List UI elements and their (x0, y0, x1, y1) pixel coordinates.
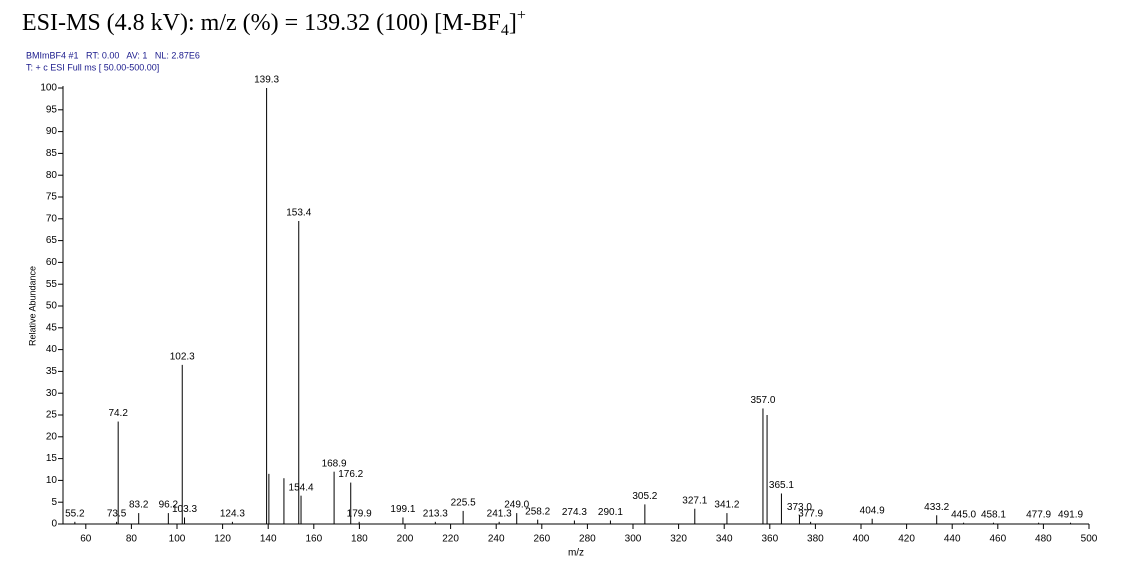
peak-label: 139.3 (254, 75, 279, 86)
x-tick-label: 400 (853, 534, 870, 545)
x-tick-label: 380 (807, 534, 824, 545)
peak-label: 477.9 (1026, 509, 1051, 520)
y-tick-label: 95 (46, 104, 58, 115)
y-tick-label: 40 (46, 344, 58, 355)
peak-label: 199.1 (390, 504, 415, 515)
x-axis-label: m/z (568, 548, 584, 559)
y-tick-label: 10 (46, 475, 58, 486)
y-tick-label: 15 (46, 453, 58, 464)
title-main: ESI-MS (4.8 kV): m/z (%) = 139.32 (100) … (22, 10, 501, 36)
peak-label: 55.2 (65, 508, 85, 519)
peak-label: 445.0 (951, 509, 976, 520)
peak-label: 377.9 (798, 508, 823, 519)
y-tick-label: 85 (46, 148, 58, 159)
y-tick-label: 5 (51, 497, 57, 508)
peak-label: 458.1 (981, 509, 1006, 520)
peak-label: 96.2 (159, 500, 179, 511)
peak-label: 341.2 (714, 500, 739, 511)
x-tick-label: 100 (169, 534, 186, 545)
peak-label: 73.5 (107, 508, 127, 519)
x-tick-label: 320 (670, 534, 687, 545)
peak-label: 365.1 (769, 480, 794, 491)
y-tick-label: 80 (46, 170, 58, 181)
peak-label: 491.9 (1058, 509, 1083, 520)
peak-label: 258.2 (525, 506, 550, 517)
y-tick-label: 35 (46, 366, 58, 377)
peak-label: 305.2 (632, 491, 657, 502)
x-tick-label: 260 (533, 534, 550, 545)
peak-label: 274.3 (562, 507, 587, 518)
title-superscript: + (517, 7, 526, 24)
y-tick-label: 100 (40, 83, 57, 94)
x-tick-label: 300 (625, 534, 642, 545)
x-tick-label: 180 (351, 534, 368, 545)
peak-label: 213.3 (423, 508, 448, 519)
x-tick-label: 140 (260, 534, 277, 545)
y-axis-label: Relative Abundance (27, 266, 37, 346)
y-tick-label: 25 (46, 410, 58, 421)
y-tick-label: 65 (46, 235, 58, 246)
peak-label: 176.2 (338, 469, 363, 480)
peak-label: 74.2 (108, 408, 128, 419)
peak-label: 404.9 (860, 505, 885, 516)
x-tick-label: 340 (716, 534, 733, 545)
header-line: BMImBF4 #1 RT: 0.00 AV: 1 NL: 2.87E6 (26, 50, 200, 60)
peak-label: 290.1 (598, 507, 623, 518)
peak-label: 433.2 (924, 502, 949, 513)
x-tick-label: 160 (305, 534, 322, 545)
header-line: T: + c ESI Full ms [ 50.00-500.00] (26, 62, 159, 72)
y-tick-label: 60 (46, 257, 58, 268)
x-tick-label: 220 (442, 534, 459, 545)
x-tick-label: 240 (488, 534, 505, 545)
y-tick-label: 75 (46, 192, 58, 203)
title-close: ] (509, 10, 517, 36)
peak-label: 327.1 (682, 495, 707, 506)
peak-label: 153.4 (286, 208, 311, 219)
y-tick-label: 20 (46, 431, 58, 442)
peak-label: 241.3 (487, 508, 512, 519)
title-subscript: 4 (501, 22, 509, 39)
x-tick-label: 420 (898, 534, 915, 545)
y-tick-label: 70 (46, 213, 58, 224)
y-tick-label: 0 (51, 519, 57, 530)
peak-label: 357.0 (750, 395, 775, 406)
peak-label: 154.4 (289, 482, 314, 493)
x-tick-label: 80 (126, 534, 138, 545)
peak-label: 103.3 (172, 504, 197, 515)
peak-label: 124.3 (220, 508, 245, 519)
peak-label: 373.0 (787, 502, 812, 513)
y-tick-label: 90 (46, 126, 58, 137)
peak-label: 225.5 (451, 498, 476, 509)
y-tick-label: 30 (46, 388, 58, 399)
y-tick-label: 50 (46, 301, 58, 312)
x-tick-label: 60 (80, 534, 92, 545)
x-tick-label: 360 (761, 534, 778, 545)
peak-label: 83.2 (129, 500, 149, 511)
y-tick-label: 45 (46, 322, 58, 333)
x-tick-label: 200 (397, 534, 414, 545)
x-tick-label: 280 (579, 534, 596, 545)
x-tick-label: 460 (989, 534, 1006, 545)
peak-label: 168.9 (322, 458, 347, 469)
x-tick-label: 480 (1035, 534, 1052, 545)
chart-title: ESI-MS (4.8 kV): m/z (%) = 139.32 (100) … (22, 7, 526, 39)
peak-label: 179.9 (347, 508, 372, 519)
peak-label: 102.3 (170, 352, 195, 363)
x-tick-label: 440 (944, 534, 961, 545)
x-tick-label: 120 (214, 534, 231, 545)
peak-label: 249.0 (504, 500, 529, 511)
y-tick-label: 55 (46, 279, 58, 290)
x-tick-label: 500 (1081, 534, 1098, 545)
